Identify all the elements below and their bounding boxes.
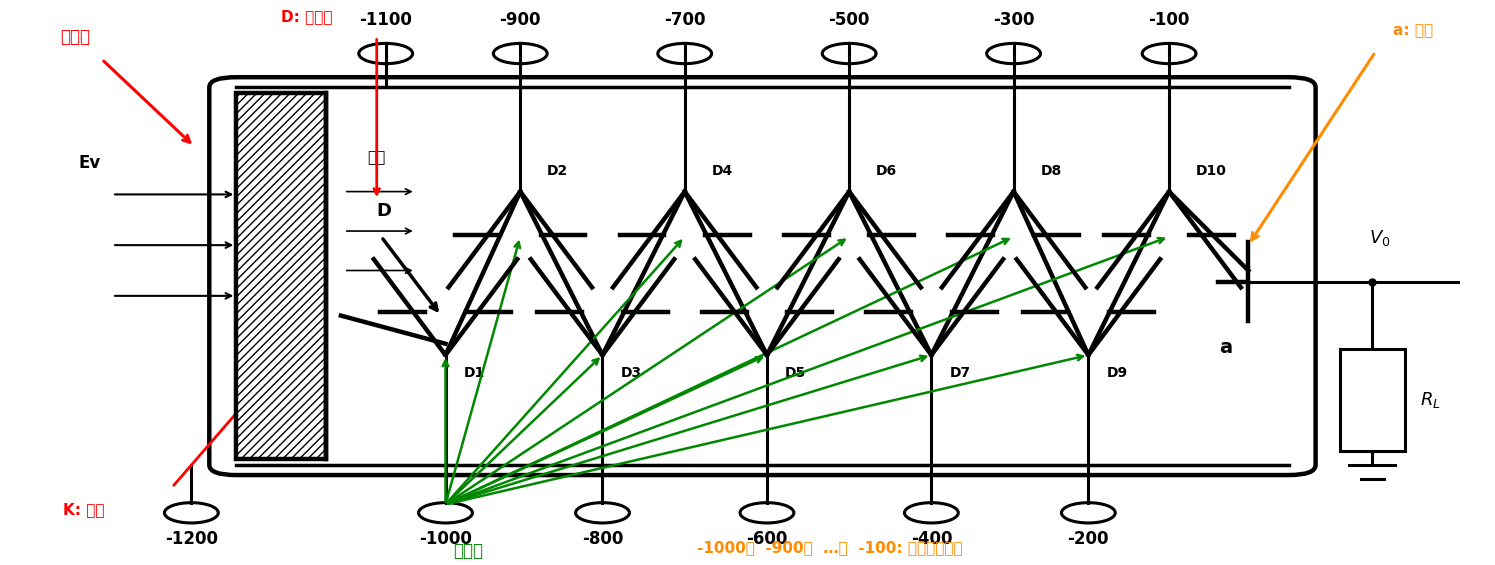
Text: D8: D8: [1041, 163, 1061, 177]
Text: 入射光: 入射光: [60, 28, 90, 46]
Text: -1000，  -900，  …，  -100: 各倍增极电压: -1000， -900， …， -100: 各倍增极电压: [697, 540, 963, 555]
Text: D: D: [377, 202, 392, 220]
Text: D10: D10: [1196, 163, 1227, 177]
Text: D5: D5: [785, 366, 806, 380]
Text: -800: -800: [582, 530, 623, 547]
Text: D: 聚焦极: D: 聚焦极: [281, 10, 332, 24]
Text: D7: D7: [949, 366, 970, 380]
Text: 电子: 电子: [368, 150, 386, 166]
Text: D2: D2: [547, 163, 568, 177]
Text: K: K: [284, 332, 299, 350]
Text: a: 阳极: a: 阳极: [1393, 24, 1432, 38]
Text: D9: D9: [1106, 366, 1127, 380]
Text: -100: -100: [1148, 11, 1190, 29]
Bar: [236, 93, 326, 459]
Text: -1100: -1100: [359, 11, 413, 29]
Text: -700: -700: [664, 11, 706, 29]
Text: $R_L$: $R_L$: [1420, 390, 1441, 410]
Text: 倍增极: 倍增极: [453, 542, 483, 560]
Text: -300: -300: [993, 11, 1035, 29]
Text: -1200: -1200: [164, 530, 218, 547]
Bar: [1340, 349, 1405, 451]
Text: D6: D6: [876, 163, 897, 177]
Text: a: a: [1220, 338, 1232, 357]
Text: $V_0$: $V_0$: [1369, 228, 1390, 248]
Text: Ev: Ev: [79, 154, 100, 172]
Text: -1000: -1000: [419, 530, 472, 547]
Text: D4: D4: [712, 163, 733, 177]
Text: -400: -400: [910, 530, 952, 547]
Text: -600: -600: [746, 530, 788, 547]
Text: K: 阴极: K: 阴极: [63, 502, 105, 518]
Text: D3: D3: [620, 366, 641, 380]
Text: -900: -900: [499, 11, 541, 29]
Text: -200: -200: [1067, 530, 1109, 547]
Text: -500: -500: [828, 11, 870, 29]
Text: D1: D1: [463, 366, 484, 380]
